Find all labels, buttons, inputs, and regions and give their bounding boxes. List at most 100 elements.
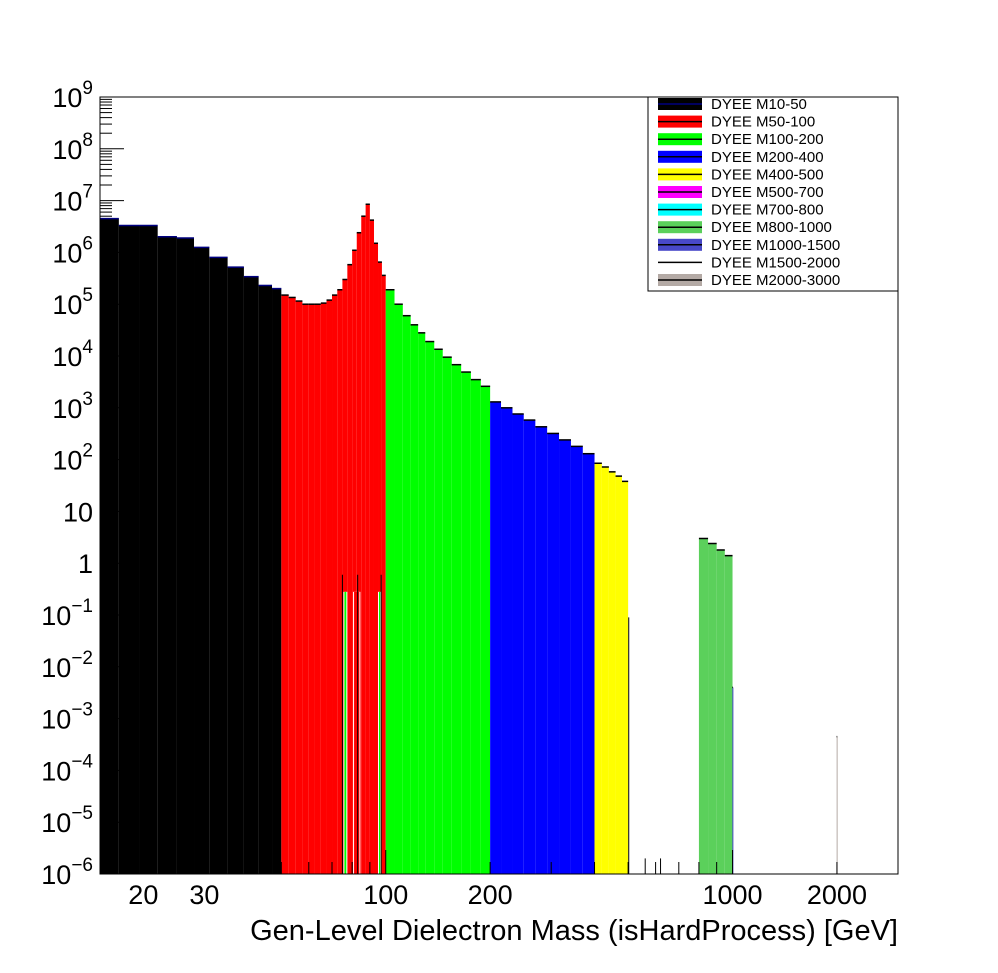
bar-2-6 bbox=[434, 349, 443, 874]
bar-3-5 bbox=[547, 433, 560, 874]
bar-1-2 bbox=[295, 301, 303, 874]
bar-4-4 bbox=[621, 481, 629, 874]
bar-4-3 bbox=[615, 476, 622, 874]
legend-label: DYEE M1500-2000 bbox=[711, 254, 840, 271]
bar-1-8 bbox=[332, 295, 338, 874]
y-axis-tick-labels: 10910810710610510410310210110−110−210−31… bbox=[41, 78, 93, 890]
y-axis-ticks bbox=[100, 96, 124, 875]
x-tick-label: 200 bbox=[468, 880, 513, 910]
bar-2-10 bbox=[470, 379, 481, 874]
bar-1-7 bbox=[326, 300, 333, 875]
plot-frame bbox=[99, 96, 899, 875]
bar-0-3 bbox=[157, 236, 177, 874]
y-tick-label: 10−2 bbox=[41, 648, 93, 683]
bar-1-14 bbox=[361, 216, 366, 874]
bar-1-1 bbox=[288, 297, 296, 874]
y-tick-label: 103 bbox=[52, 389, 93, 424]
gap-fill-1 bbox=[354, 591, 360, 874]
y-tick-label: 105 bbox=[52, 285, 93, 320]
bar-1-4 bbox=[308, 304, 315, 874]
bar-7-0 bbox=[698, 538, 709, 874]
bar-1-19 bbox=[381, 275, 386, 874]
legend-label: DYEE M500-700 bbox=[711, 184, 824, 201]
bar-3-7 bbox=[570, 446, 583, 874]
bar-7-2 bbox=[716, 549, 725, 874]
bar-0-1 bbox=[118, 225, 140, 874]
y-tick-label: 10−3 bbox=[41, 700, 93, 735]
bar-2-9 bbox=[461, 372, 471, 874]
histogram-bars bbox=[100, 203, 838, 875]
legend-label: DYEE M700-800 bbox=[711, 202, 824, 219]
y-tick-label: 108 bbox=[52, 130, 93, 165]
y-tick-label: 109 bbox=[52, 78, 93, 113]
legend-label: DYEE M10-50 bbox=[711, 96, 807, 113]
bar-3-2 bbox=[512, 413, 524, 874]
bar-0-9 bbox=[258, 285, 273, 874]
legend-label: DYEE M400-500 bbox=[711, 166, 824, 183]
y-tick-label: 10−6 bbox=[41, 855, 93, 890]
gap-fill-2 bbox=[379, 591, 381, 874]
y-tick-label: 10 bbox=[63, 497, 93, 527]
gap-fill-0 bbox=[344, 591, 347, 874]
legend-label: DYEE M100-200 bbox=[711, 131, 824, 148]
y-tick-label: 10−4 bbox=[41, 751, 93, 786]
bar-0-0 bbox=[100, 218, 119, 874]
bar-1-3 bbox=[302, 304, 309, 874]
bar-0-7 bbox=[227, 267, 244, 874]
bar-1-11 bbox=[347, 264, 353, 874]
bar-2-8 bbox=[451, 364, 462, 874]
bar-0-8 bbox=[243, 276, 259, 874]
bar-2-3 bbox=[410, 324, 419, 874]
bar-8-0 bbox=[732, 687, 734, 874]
bar-7-1 bbox=[708, 543, 717, 874]
y-tick-label: 10−1 bbox=[41, 596, 93, 631]
x-tick-label: 30 bbox=[189, 880, 219, 910]
y-tick-label: 1 bbox=[78, 549, 93, 579]
bar-4-0 bbox=[594, 463, 602, 874]
legend-label: DYEE M1000-1500 bbox=[711, 237, 840, 254]
y-tick-label: 102 bbox=[52, 441, 93, 476]
x-tick-label: 100 bbox=[363, 880, 408, 910]
bar-3-4 bbox=[535, 426, 548, 874]
bar-3-1 bbox=[501, 407, 513, 874]
bar-1-17 bbox=[373, 243, 379, 875]
y-tick-label: 106 bbox=[52, 233, 93, 268]
bar-2-5 bbox=[425, 341, 435, 875]
stray-lines bbox=[341, 574, 662, 874]
bar-1-6 bbox=[320, 303, 327, 874]
bar-3-8 bbox=[582, 453, 595, 874]
bar-2-7 bbox=[442, 357, 452, 874]
legend-label: DYEE M50-100 bbox=[711, 114, 815, 131]
legend-label: DYEE M2000-3000 bbox=[711, 272, 840, 289]
bar-0-5 bbox=[194, 247, 210, 874]
bar-1-16 bbox=[369, 220, 374, 874]
bar-10-0 bbox=[836, 736, 838, 874]
legend-label: DYEE M200-400 bbox=[711, 149, 824, 166]
y-tick-label: 107 bbox=[52, 182, 93, 217]
bar-2-11 bbox=[480, 386, 491, 874]
bar-1-13 bbox=[356, 232, 362, 874]
legend-label: DYEE M800-1000 bbox=[711, 219, 832, 236]
bar-3-3 bbox=[523, 420, 536, 874]
x-axis-title: Gen-Level Dielectron Mass (isHardProcess… bbox=[250, 915, 898, 947]
bar-0-2 bbox=[139, 225, 158, 874]
x-axis-ticks bbox=[142, 850, 899, 874]
bar-1-18 bbox=[378, 262, 382, 875]
x-tick-label: 2000 bbox=[807, 880, 867, 910]
bar-1-10 bbox=[342, 279, 348, 874]
bar-2-0 bbox=[385, 289, 395, 874]
bar-2-1 bbox=[394, 304, 403, 874]
bar-1-15 bbox=[365, 204, 370, 874]
bar-1-0 bbox=[281, 295, 289, 874]
bar-3-0 bbox=[490, 401, 502, 874]
bar-3-6 bbox=[559, 439, 571, 874]
bar-4-2 bbox=[608, 471, 616, 874]
bar-1-9 bbox=[337, 289, 343, 874]
bar-2-4 bbox=[418, 332, 426, 874]
bar-7-3 bbox=[724, 555, 733, 874]
bar-0-4 bbox=[176, 237, 195, 874]
y-tick-label: 10−5 bbox=[41, 803, 93, 838]
bar-0-10 bbox=[272, 288, 282, 874]
